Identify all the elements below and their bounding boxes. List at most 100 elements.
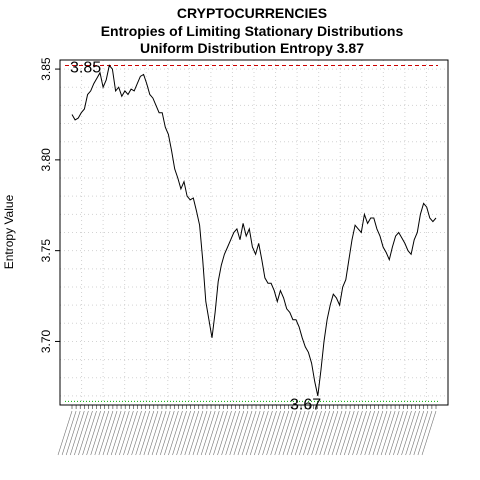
- x-tick-mark: [94, 410, 110, 456]
- y-tick-label: 3.85: [39, 57, 53, 81]
- x-tick-mark: [61, 410, 77, 456]
- x-tick-mark: [405, 410, 420, 456]
- x-tick-mark: [131, 410, 146, 456]
- x-tick-mark: [286, 410, 302, 456]
- x-tick-mark: [278, 410, 294, 456]
- x-tick-mark: [331, 410, 347, 456]
- x-tick-mark: [339, 410, 355, 456]
- x-tick-mark: [384, 410, 400, 456]
- x-tick-mark: [352, 410, 367, 456]
- x-tick-mark: [233, 410, 249, 456]
- x-tick-mark: [323, 410, 339, 456]
- x-tick-mark: [176, 410, 191, 456]
- x-tick-mark: [258, 410, 273, 456]
- x-axis-ticks: [57, 405, 437, 456]
- x-tick-mark: [249, 410, 265, 456]
- x-tick-mark: [184, 410, 200, 456]
- y-tick-label: 3.80: [39, 148, 53, 172]
- x-tick-mark: [221, 410, 236, 456]
- x-tick-mark: [180, 410, 195, 456]
- x-tick-mark: [135, 410, 150, 456]
- x-tick-mark: [86, 410, 101, 456]
- y-tick-label: 3.75: [39, 239, 53, 263]
- x-tick-mark: [209, 410, 224, 456]
- x-tick-mark: [217, 410, 232, 456]
- y-axis: 3.70 3.75 3.80 3.85: [39, 57, 60, 353]
- x-tick-mark: [106, 410, 122, 456]
- x-tick-mark: [327, 410, 343, 456]
- x-tick-mark: [393, 410, 408, 456]
- x-tick-mark: [57, 410, 73, 456]
- x-tick-mark: [303, 410, 318, 456]
- x-tick-mark: [204, 410, 220, 456]
- x-tick-mark: [192, 410, 208, 456]
- x-tick-mark: [401, 410, 416, 456]
- x-tick-mark: [397, 410, 412, 456]
- x-tick-mark: [102, 410, 118, 456]
- x-tick-mark: [413, 410, 429, 456]
- x-tick-mark: [388, 410, 404, 456]
- title-line-3: Uniform Distribution Entropy 3.87: [140, 40, 364, 56]
- x-tick-mark: [348, 410, 363, 456]
- x-tick-mark: [78, 410, 93, 456]
- x-tick-mark: [376, 410, 392, 456]
- x-tick-mark: [282, 410, 298, 456]
- grid-lines: [60, 60, 448, 405]
- x-tick-mark: [307, 410, 322, 456]
- x-tick-mark: [344, 410, 359, 456]
- x-tick-mark: [196, 410, 212, 456]
- x-tick-mark: [110, 410, 126, 456]
- x-tick-mark: [229, 410, 245, 456]
- x-tick-mark: [241, 410, 257, 456]
- x-tick-mark: [168, 410, 183, 456]
- x-tick-mark: [315, 410, 330, 456]
- plot-frame: [59, 59, 449, 406]
- x-tick-mark: [159, 410, 175, 456]
- x-tick-mark: [319, 410, 335, 456]
- x-tick-mark: [151, 410, 167, 456]
- x-tick-mark: [114, 410, 130, 456]
- chart-title: CRYPTOCURRENCIES Entropies of Limiting S…: [101, 5, 404, 56]
- x-tick-mark: [98, 410, 114, 456]
- x-tick-mark: [360, 410, 375, 456]
- x-tick-mark: [143, 410, 159, 456]
- x-tick-mark: [155, 410, 171, 456]
- x-tick-mark: [147, 410, 163, 456]
- x-tick-mark: [372, 410, 388, 456]
- x-tick-mark: [127, 410, 142, 456]
- x-tick-mark: [164, 410, 179, 456]
- x-tick-mark: [356, 410, 371, 456]
- x-tick-mark: [364, 410, 380, 456]
- x-tick-mark: [200, 410, 216, 456]
- y-tick-label: 3.70: [39, 329, 53, 353]
- x-tick-mark: [188, 410, 204, 456]
- x-tick-mark: [254, 410, 269, 456]
- reference-label-max: 3.85: [70, 59, 101, 76]
- x-tick-mark: [311, 410, 326, 456]
- x-tick-mark: [417, 410, 433, 456]
- x-tick-mark: [172, 410, 187, 456]
- x-tick-mark: [69, 410, 85, 456]
- x-tick-mark: [262, 410, 277, 456]
- x-tick-mark: [266, 410, 281, 456]
- title-line-1: CRYPTOCURRENCIES: [177, 5, 327, 21]
- x-tick-mark: [123, 410, 138, 456]
- x-tick-mark: [335, 410, 351, 456]
- x-tick-mark: [74, 410, 89, 456]
- x-tick-mark: [294, 410, 310, 456]
- x-tick-mark: [82, 410, 97, 456]
- x-tick-mark: [270, 410, 285, 456]
- x-tick-mark: [380, 410, 396, 456]
- x-tick-mark: [274, 410, 290, 456]
- x-tick-mark: [225, 410, 240, 456]
- x-tick-mark: [237, 410, 253, 456]
- title-line-2: Entropies of Limiting Stationary Distrib…: [101, 23, 404, 39]
- x-tick-mark: [299, 410, 314, 456]
- x-tick-mark: [90, 410, 106, 456]
- x-tick-mark: [213, 410, 228, 456]
- x-tick-mark: [139, 410, 155, 456]
- series-lines: [71, 64, 437, 397]
- x-tick-mark: [290, 410, 306, 456]
- x-tick-mark: [65, 410, 81, 456]
